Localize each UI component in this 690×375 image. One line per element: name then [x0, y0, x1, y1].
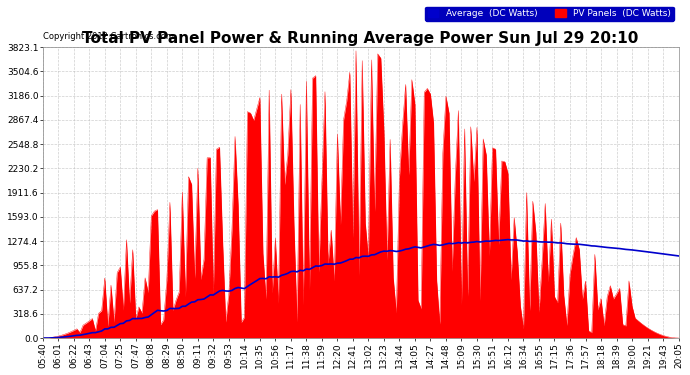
Title: Total PV Panel Power & Running Average Power Sun Jul 29 20:10: Total PV Panel Power & Running Average P…: [83, 31, 639, 46]
Text: Copyright 2012 Cartronics.com: Copyright 2012 Cartronics.com: [43, 32, 174, 41]
Legend: Average  (DC Watts), PV Panels  (DC Watts): Average (DC Watts), PV Panels (DC Watts): [425, 7, 674, 21]
